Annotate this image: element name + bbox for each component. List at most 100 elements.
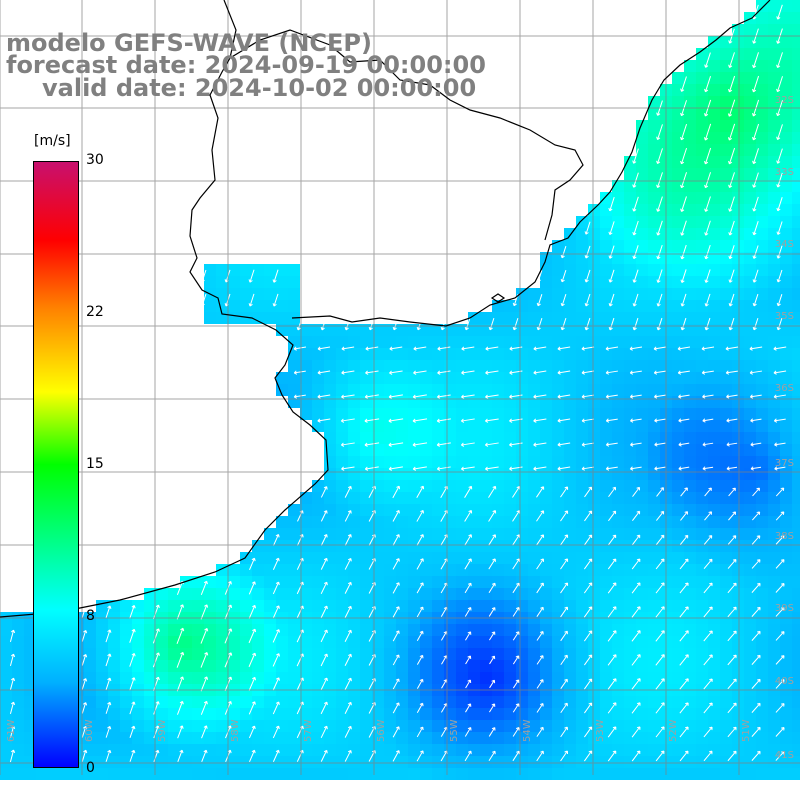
wind-cell <box>528 600 540 612</box>
wind-cell <box>708 84 720 96</box>
wind-cell <box>576 696 588 708</box>
wind-arrow <box>536 317 543 331</box>
wind-cell <box>684 660 696 672</box>
wind-cell <box>312 504 324 516</box>
wind-cell <box>252 264 264 276</box>
wind-cell <box>792 204 800 216</box>
wind-cell <box>240 744 252 756</box>
wind-cell <box>324 540 336 552</box>
wind-cell <box>612 492 624 504</box>
wind-cell <box>792 312 800 324</box>
wind-cell <box>516 624 528 636</box>
wind-cell <box>324 480 336 492</box>
wind-arrow <box>392 485 401 499</box>
wind-cell <box>468 432 480 444</box>
wind-cell <box>792 540 800 552</box>
wind-arrow <box>200 580 208 595</box>
wind-cell <box>360 408 372 420</box>
wind-cell <box>492 768 504 780</box>
wind-cell <box>504 564 516 576</box>
wind-cell <box>648 144 660 156</box>
wind-cell <box>732 456 744 468</box>
wind-cell <box>216 636 228 648</box>
wind-cell <box>636 552 648 564</box>
wind-cell <box>156 588 168 600</box>
wind-cell <box>588 264 600 276</box>
wind-cell <box>360 372 372 384</box>
wind-cell <box>612 720 624 732</box>
wind-cell <box>756 312 768 324</box>
wind-cell <box>204 588 216 600</box>
wind-cell <box>672 420 684 432</box>
wind-cell <box>456 600 468 612</box>
wind-cell <box>324 660 336 672</box>
wind-cell <box>480 672 492 684</box>
wind-cell <box>648 576 660 588</box>
wind-cell <box>516 468 528 480</box>
wind-cell <box>564 588 576 600</box>
wind-arrow <box>248 725 256 739</box>
wind-cell <box>768 360 780 372</box>
wind-cell <box>240 264 252 276</box>
wind-cell <box>696 396 708 408</box>
wind-cell <box>612 384 624 396</box>
wind-cell <box>792 60 800 72</box>
wind-cell <box>432 336 444 348</box>
wind-cell <box>564 492 576 504</box>
wind-cell <box>708 252 720 264</box>
wind-cell <box>504 600 516 612</box>
wind-cell <box>132 696 144 708</box>
wind-cell <box>576 708 588 720</box>
wind-cell <box>120 660 132 672</box>
wind-cell <box>444 444 456 456</box>
wind-cell <box>396 528 408 540</box>
wind-arrow <box>320 534 328 546</box>
wind-cell <box>708 492 720 504</box>
wind-cell <box>12 708 24 720</box>
wind-cell <box>780 372 792 384</box>
wind-cell <box>696 144 708 156</box>
wind-cell <box>588 432 600 444</box>
wind-cell <box>480 660 492 672</box>
wind-cell <box>792 324 800 336</box>
wind-cell <box>768 24 780 36</box>
wind-cell <box>96 648 108 660</box>
wind-cell <box>432 360 444 372</box>
wind-cell <box>444 372 456 384</box>
wind-cell <box>336 708 348 720</box>
wind-cell <box>468 732 480 744</box>
wind-arrow <box>81 654 88 666</box>
wind-cell <box>480 372 492 384</box>
wind-cell <box>324 756 336 768</box>
wind-cell <box>600 732 612 744</box>
wind-cell <box>504 372 516 384</box>
wind-cell <box>768 720 780 732</box>
wind-arrow <box>631 750 641 762</box>
wind-arrow <box>632 269 639 283</box>
wind-cell <box>756 660 768 672</box>
wind-cell <box>588 360 600 372</box>
wind-cell <box>792 192 800 204</box>
wind-cell <box>324 468 336 480</box>
wind-cell <box>768 84 780 96</box>
wind-cell <box>288 720 300 732</box>
wind-cell <box>612 192 624 204</box>
wind-arrow <box>536 606 544 617</box>
wind-cell <box>12 624 24 636</box>
wind-cell <box>732 492 744 504</box>
wind-cell <box>204 312 216 324</box>
wind-cell <box>624 348 636 360</box>
wind-cell <box>744 384 756 396</box>
wind-cell <box>204 732 216 744</box>
wind-cell <box>240 720 252 732</box>
wind-cell <box>468 636 480 648</box>
wind-cell <box>156 648 168 660</box>
wind-cell <box>528 708 540 720</box>
wind-cell <box>504 300 516 312</box>
wind-cell <box>84 732 96 744</box>
wind-arrow <box>727 558 737 569</box>
wind-cell <box>600 444 612 456</box>
wind-cell <box>756 336 768 348</box>
wind-cell <box>744 456 756 468</box>
